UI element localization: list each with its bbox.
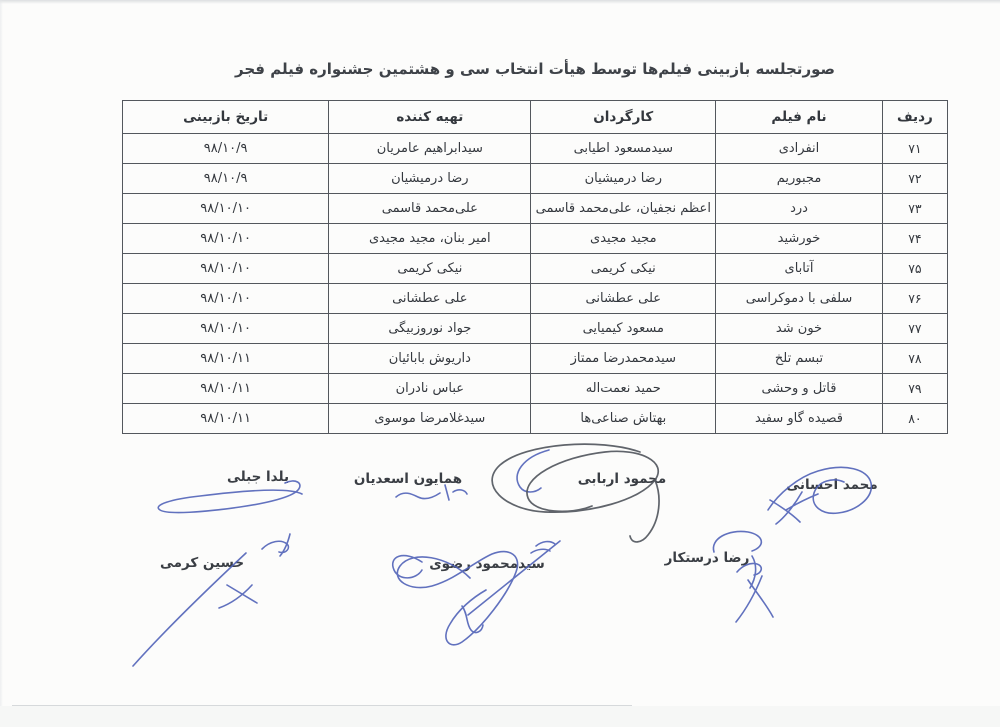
- cell-film: مجبوریم: [715, 163, 883, 194]
- cell-row: ۷۶: [881, 283, 949, 314]
- table-row: ۷۱ انفرادی سیدمسعود اطیابی سیدابراهیم عامری…: [121, 133, 949, 164]
- scan-left-edge: [0, 0, 3, 727]
- cell-row: ۷۲: [881, 163, 949, 194]
- cell-director: رضا درمیشیان: [530, 163, 717, 194]
- cell-date: ۹۸/۱۰/۱۰: [121, 193, 330, 224]
- cell-director: حمید نعمت‌اله: [530, 373, 717, 404]
- cell-row: ۷۳: [881, 193, 949, 224]
- cell-producer: نیکی کریمی: [328, 253, 532, 284]
- cell-film: خون شد: [715, 313, 883, 344]
- cell-director: نیکی کریمی: [530, 253, 717, 284]
- cell-producer: سیدابراهیم عامریان: [328, 133, 532, 164]
- table-row: ۷۸ تبسم تلخ سیدمحمدرضا ممتاز داریوش بابائیا…: [121, 343, 949, 374]
- document-title: صورتجلسه بازبینی فیلم‌ها توسط هیأت انتخا…: [235, 60, 835, 78]
- signature-name-ehsani: محمد احسانی: [786, 477, 878, 493]
- cell-film: تبسم تلخ: [715, 343, 883, 374]
- header-director: کارگردان: [530, 100, 717, 134]
- cell-producer: داریوش بابائیان: [328, 343, 532, 374]
- signature-arbabi-icon: [491, 443, 660, 543]
- cell-date: ۹۸/۱۰/۱۰: [121, 313, 330, 344]
- cell-producer: علی‌محمد قاسمی: [328, 193, 532, 224]
- cell-date: ۹۸/۱۰/۹: [121, 133, 330, 164]
- cell-producer: علی عطشانی: [328, 283, 532, 314]
- table-row: ۷۶ سلفی با دموکراسی علی عطشانی علی عطشانی ۹۸…: [121, 283, 949, 314]
- cell-producer: سیدغلامرضا موسوی: [328, 403, 532, 434]
- cell-film: سلفی با دموکراسی: [715, 283, 883, 314]
- cell-date: ۹۸/۱۰/۱۱: [121, 373, 330, 404]
- signature-name-dorostkar: رضا درستکار: [664, 550, 750, 566]
- cell-producer: جواد نوروزبیگی: [328, 313, 532, 344]
- signature-name-asadian: همایون اسعدیان: [353, 471, 463, 487]
- cell-row: ۷۷: [881, 313, 949, 344]
- cell-row: ۸۰: [881, 403, 949, 434]
- cell-date: ۹۸/۱۰/۹: [121, 163, 330, 194]
- cell-producer: عباس نادران: [328, 373, 532, 404]
- signature-name-jebelli: یلدا جبلی: [226, 469, 290, 485]
- signature-name-razavi: سیدمحمود رضوی: [429, 556, 545, 572]
- cell-film: قاتل و وحشی: [715, 373, 883, 404]
- table-row: ۷۹ قاتل و وحشی حمید نعمت‌اله عباس نادران ۹۸/…: [121, 373, 949, 404]
- signature-name-arbabi: محمود اربابی: [577, 471, 667, 487]
- table-row: ۷۳ درد اعظم نجفیان، علی‌محمد قاسمی علی‌محمد…: [121, 193, 949, 224]
- header-row-number: ردیف: [881, 100, 949, 134]
- cell-date: ۹۸/۱۰/۱۰: [121, 223, 330, 254]
- cell-director: بهتاش صناعی‌ها: [530, 403, 717, 434]
- cell-date: ۹۸/۱۰/۱۰: [121, 253, 330, 284]
- cell-row: ۷۴: [881, 223, 949, 254]
- header-review-date: تاریخ بازبینی: [121, 100, 330, 134]
- cell-director: سیدمحمدرضا ممتاز: [530, 343, 717, 374]
- table-row: ۸۰ قصیده گاو سفید بهتاش صناعی‌ها سیدغلامرضا…: [121, 403, 949, 434]
- scan-bottom-area: [0, 706, 1000, 727]
- cell-producer: رضا درمیشیان: [328, 163, 532, 194]
- table-row: ۷۲ مجبوریم رضا درمیشیان رضا درمیشیان ۹۸/۱۰/۹: [121, 163, 949, 194]
- header-producer: تهیه کننده: [328, 100, 532, 134]
- cell-director: سیدمسعود اطیابی: [530, 133, 717, 164]
- cell-producer: امیر بنان، مجید مجیدی: [328, 223, 532, 254]
- cell-film: انفرادی: [715, 133, 883, 164]
- signature-jebelli-icon: [157, 480, 303, 514]
- cell-row: ۷۱: [881, 133, 949, 164]
- cell-film: قصیده گاو سفید: [715, 403, 883, 434]
- table-row: ۷۴ خورشید مجید مجیدی امیر بنان، مجید مجیدی ۹…: [121, 223, 949, 254]
- table-header-row: ردیف نام فیلم کارگردان تهیه کننده تاریخ …: [121, 100, 949, 134]
- cell-director: علی عطشانی: [530, 283, 717, 314]
- cell-film: آتابای: [715, 253, 883, 284]
- cell-row: ۷۸: [881, 343, 949, 374]
- signature-dorostkar-icon: [712, 530, 774, 623]
- film-table-body: ۷۱ انفرادی سیدمسعود اطیابی سیدابراهیم عامری…: [121, 133, 949, 434]
- cell-director: اعظم نجفیان، علی‌محمد قاسمی: [530, 193, 717, 224]
- table-row: ۷۵ آتابای نیکی کریمی نیکی کریمی ۹۸/۱۰/۱۰: [121, 253, 949, 284]
- cell-film: درد: [715, 193, 883, 224]
- cell-director: مجید مجیدی: [530, 223, 717, 254]
- scan-top-edge: [0, 0, 1000, 4]
- cell-date: ۹۸/۱۰/۱۱: [121, 403, 330, 434]
- film-review-table: ردیف نام فیلم کارگردان تهیه کننده تاریخ …: [121, 100, 949, 434]
- cell-film: خورشید: [715, 223, 883, 254]
- signature-name-karami: حسین کرمی: [159, 555, 245, 571]
- cell-date: ۹۸/۱۰/۱۰: [121, 283, 330, 314]
- cell-director: مسعود کیمیایی: [530, 313, 717, 344]
- header-film-name: نام فیلم: [715, 100, 883, 134]
- table-row: ۷۷ خون شد مسعود کیمیایی جواد نوروزبیگی ۹۸/۱۰…: [121, 313, 949, 344]
- signature-karami-icon: [132, 533, 291, 667]
- cell-date: ۹۸/۱۰/۱۱: [121, 343, 330, 374]
- scan-page-edge-line: [12, 705, 632, 706]
- cell-row: ۷۵: [881, 253, 949, 284]
- signature-ehsani-icon: [767, 466, 872, 525]
- cell-row: ۷۹: [881, 373, 949, 404]
